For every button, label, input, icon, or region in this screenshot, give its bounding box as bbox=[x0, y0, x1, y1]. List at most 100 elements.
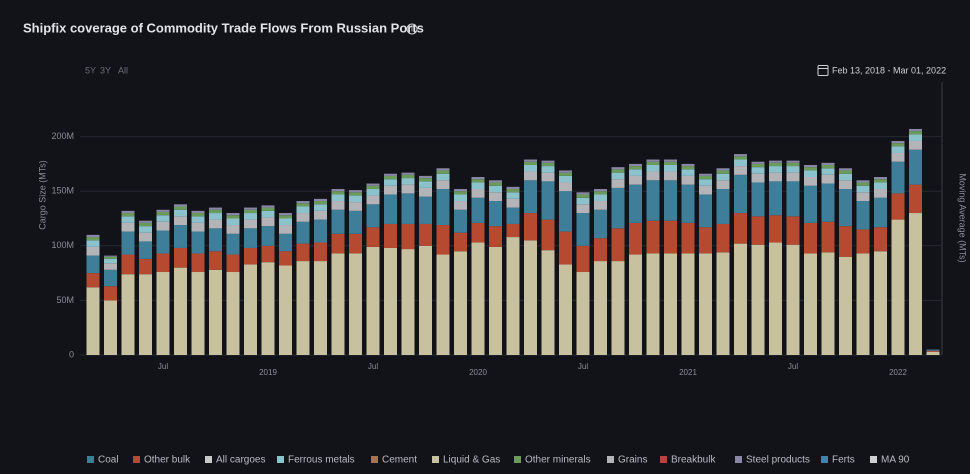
bar-segment bbox=[226, 225, 240, 234]
bar-segment bbox=[874, 189, 887, 198]
y-tick-label: 100M bbox=[51, 240, 74, 250]
bar-segment bbox=[716, 173, 730, 181]
bar-segment bbox=[314, 261, 327, 355]
bar-segment bbox=[401, 249, 415, 355]
range-button[interactable]: 3Y bbox=[100, 65, 111, 75]
x-tick-label: Jul bbox=[788, 362, 798, 371]
bar-segment bbox=[86, 240, 100, 247]
bar-segment bbox=[594, 194, 607, 202]
bar-segment bbox=[839, 226, 852, 257]
bar-segment bbox=[559, 172, 572, 176]
range-button[interactable]: 5Y bbox=[85, 65, 96, 75]
bar-segment bbox=[279, 218, 292, 226]
bar-segment bbox=[261, 226, 275, 246]
bar-segment bbox=[331, 189, 345, 192]
bar-segment bbox=[891, 193, 905, 220]
bar-segment bbox=[611, 261, 625, 355]
bar-segment bbox=[524, 213, 537, 241]
bar-segment bbox=[734, 213, 747, 244]
bar-segment bbox=[156, 230, 170, 254]
bar-segment bbox=[139, 274, 152, 355]
bar-segment bbox=[611, 187, 625, 229]
x-tick-label: Jul bbox=[368, 362, 378, 371]
bar-segment bbox=[839, 189, 852, 227]
bar-segment bbox=[594, 189, 607, 192]
bar-segment bbox=[86, 273, 100, 288]
bar-segment bbox=[296, 206, 310, 214]
bar-segment bbox=[244, 207, 257, 210]
bar-segment bbox=[699, 227, 712, 254]
bar-segment bbox=[664, 171, 677, 181]
info-icon-glyph: i bbox=[411, 25, 413, 34]
bar-segment bbox=[191, 253, 205, 273]
bar-segment bbox=[139, 222, 152, 227]
bar-segment bbox=[331, 191, 345, 195]
bar-segment bbox=[244, 209, 257, 214]
bar-segment bbox=[104, 256, 117, 259]
bar-segment bbox=[489, 192, 502, 202]
bar-segment bbox=[786, 216, 800, 245]
bar-segment bbox=[681, 253, 695, 355]
bar-segment bbox=[926, 349, 940, 351]
bar-segment bbox=[751, 182, 765, 217]
bar-segment bbox=[664, 161, 677, 165]
bar-segment bbox=[664, 253, 677, 355]
bar-segment bbox=[716, 189, 730, 224]
bar-segment bbox=[734, 156, 747, 160]
x-tick-label: Jul bbox=[158, 362, 168, 371]
bar-segment bbox=[279, 213, 292, 216]
bar-segment bbox=[891, 161, 905, 194]
y-tick-label: 150M bbox=[51, 186, 74, 196]
bar-segment bbox=[594, 261, 607, 355]
legend-swatch bbox=[371, 456, 378, 463]
bar-segment bbox=[576, 213, 590, 246]
bar-segment bbox=[489, 180, 502, 183]
bar-segment bbox=[244, 228, 257, 248]
bar-segment bbox=[419, 196, 432, 224]
bar-segment bbox=[314, 198, 327, 202]
bar-segment bbox=[279, 251, 292, 266]
bar-segment bbox=[629, 163, 642, 167]
bar-segment bbox=[611, 169, 625, 173]
bar-segment bbox=[856, 192, 870, 202]
bar-segment bbox=[121, 216, 135, 223]
bar-segment bbox=[646, 164, 660, 172]
bar-segment bbox=[594, 238, 607, 262]
bar-segment bbox=[349, 202, 362, 211]
bar-segment bbox=[436, 168, 450, 171]
bar-segment bbox=[86, 287, 100, 355]
bar-segment bbox=[559, 264, 572, 355]
calendar-icon[interactable] bbox=[817, 65, 829, 76]
bar-segment bbox=[856, 201, 870, 230]
date-range[interactable]: Feb 13, 2018 - Mar 01, 2022 bbox=[832, 65, 946, 75]
bar-segment bbox=[874, 197, 887, 228]
bar-segment bbox=[349, 253, 362, 355]
bar-segment bbox=[786, 172, 800, 182]
bar-segment bbox=[751, 173, 765, 183]
bar-segment bbox=[769, 242, 782, 355]
bar-segment bbox=[279, 233, 292, 252]
bar-segment bbox=[174, 267, 187, 355]
bar-segment bbox=[646, 220, 660, 254]
bar-segment bbox=[454, 194, 467, 202]
x-tick-label: 2022 bbox=[889, 368, 907, 377]
bar-segment bbox=[366, 189, 380, 196]
bar-segment bbox=[629, 184, 642, 223]
bar-segment bbox=[716, 168, 730, 171]
bar-segment bbox=[576, 192, 590, 195]
bar-segment bbox=[804, 185, 817, 223]
range-button[interactable]: All bbox=[118, 65, 128, 75]
bar-segment bbox=[629, 169, 642, 176]
legend-label: MA 90 bbox=[881, 455, 910, 466]
bar-segment bbox=[471, 222, 485, 243]
bar-segment bbox=[139, 226, 152, 233]
info-icon[interactable] bbox=[406, 23, 418, 35]
bar-segment bbox=[804, 222, 817, 254]
bar-segment bbox=[436, 170, 450, 174]
bar-segment bbox=[804, 177, 817, 186]
bar-segment bbox=[419, 181, 432, 188]
bar-segment bbox=[786, 166, 800, 173]
bar-segment bbox=[751, 244, 765, 355]
bar-segment bbox=[629, 254, 642, 355]
bar-segment bbox=[524, 180, 537, 214]
